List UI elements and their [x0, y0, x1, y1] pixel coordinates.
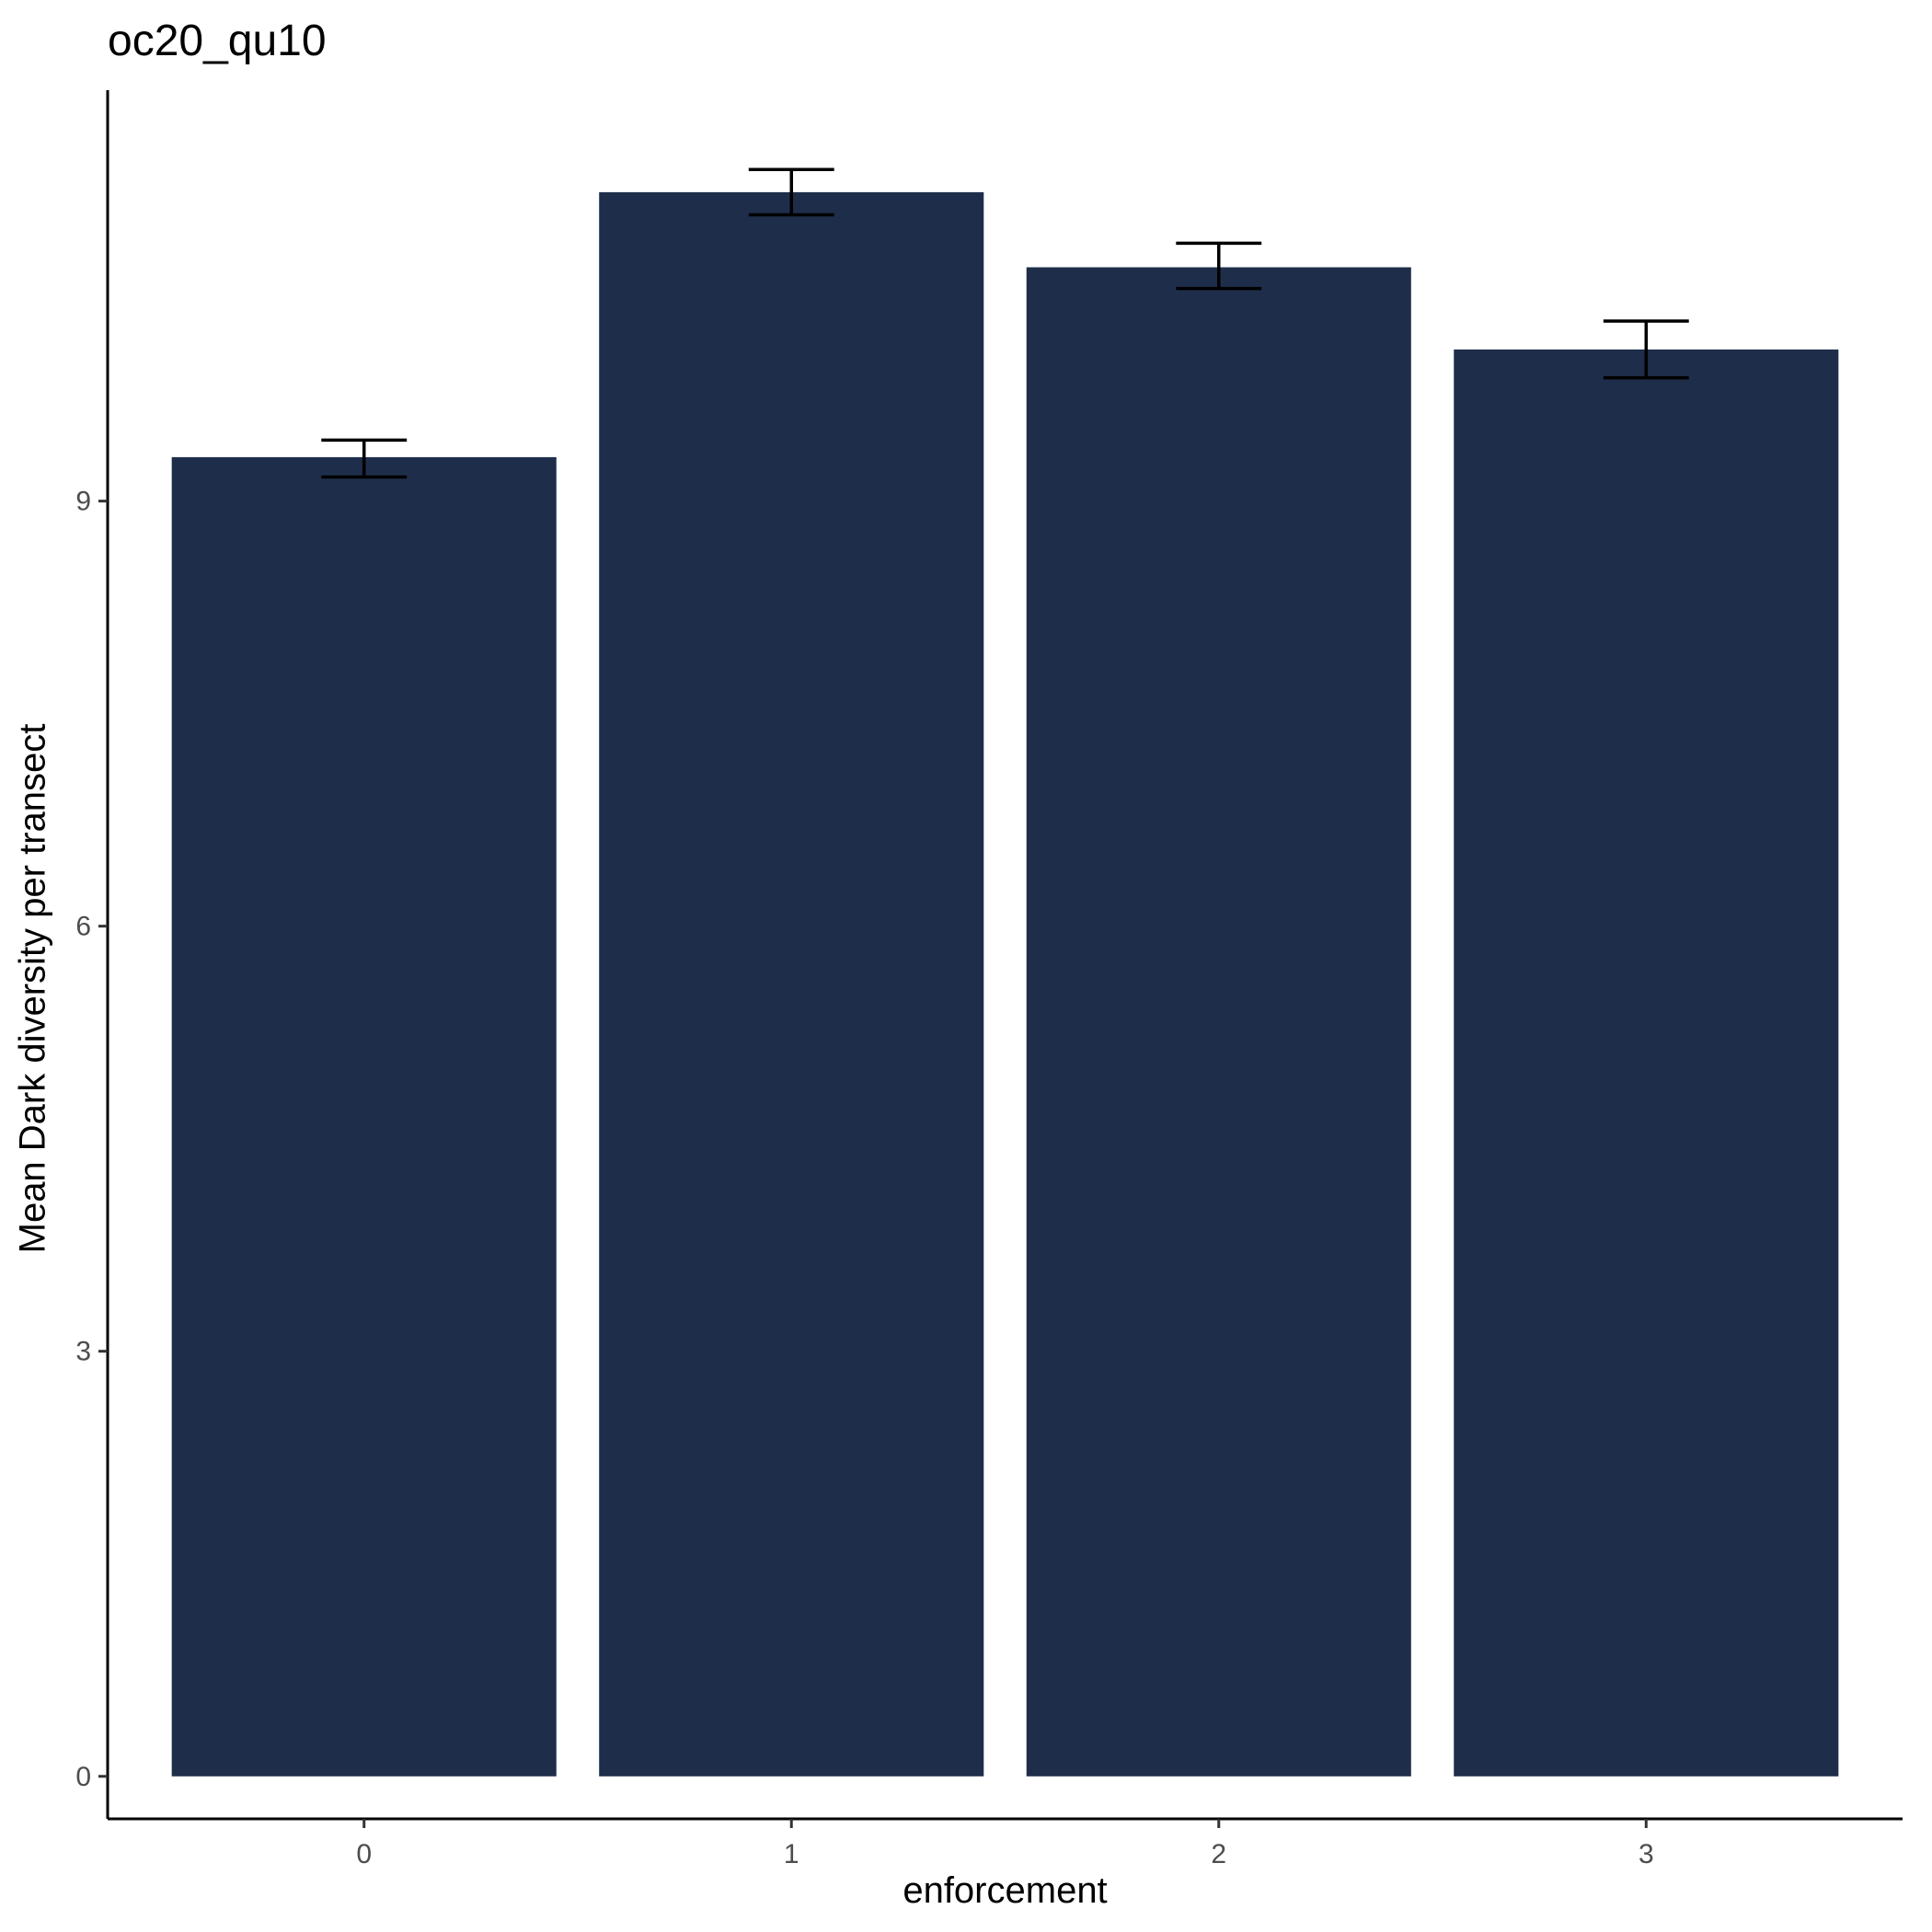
bar-2 — [1026, 267, 1411, 1777]
bar-0 — [171, 456, 557, 1777]
bar-1 — [599, 191, 984, 1777]
x-tick-label: 1 — [784, 1839, 799, 1869]
errorbar-2 — [1176, 241, 1262, 291]
x-tick-label: 0 — [356, 1839, 372, 1869]
errorbar-0 — [321, 438, 408, 479]
chart-title: oc20_qu10 — [108, 17, 327, 65]
errorbar-3 — [1603, 319, 1689, 380]
y-axis-title: Mean Dark diversity per transect — [13, 724, 53, 1254]
x-tick-label: 3 — [1639, 1839, 1654, 1869]
bars-layer — [171, 191, 1839, 1777]
bar-3 — [1454, 349, 1839, 1777]
y-tick-label: 0 — [75, 1762, 91, 1792]
axes-layer — [106, 90, 1903, 1821]
errorbars-layer — [321, 167, 1689, 479]
y-ticks: 0 3 6 9 — [75, 487, 108, 1792]
y-tick-label: 6 — [75, 912, 91, 942]
y-tick-label: 9 — [75, 487, 91, 517]
y-tick-label: 3 — [75, 1337, 91, 1367]
x-axis-title: enforcement — [903, 1870, 1107, 1911]
x-tick-label: 2 — [1211, 1839, 1226, 1869]
errorbar-1 — [748, 167, 834, 217]
x-ticks: 0 1 2 3 — [356, 1819, 1654, 1869]
